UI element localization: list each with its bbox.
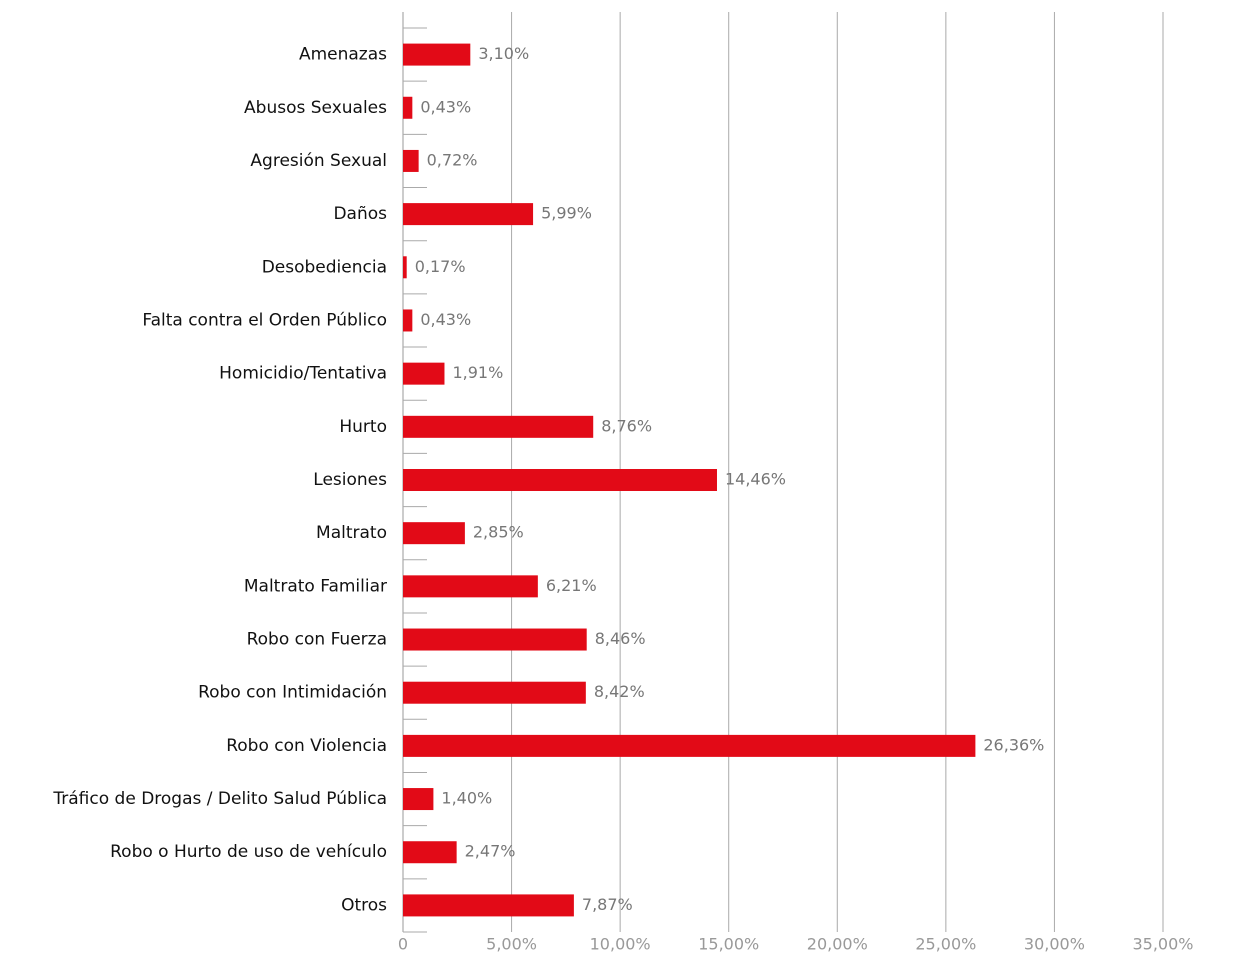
- bar: [403, 734, 976, 757]
- data-label: 0,43%: [420, 310, 471, 329]
- x-tick-label: 0: [398, 935, 408, 954]
- y-tick-label: Tráfico de Drogas / Delito Salud Pública: [52, 789, 387, 809]
- data-label: 1,91%: [452, 363, 503, 382]
- bar: [403, 256, 407, 279]
- bar: [403, 681, 586, 704]
- data-label: 26,36%: [983, 735, 1044, 754]
- bar: [403, 894, 574, 917]
- data-label: 5,99%: [541, 204, 592, 223]
- y-tick-label: Maltrato Familiar: [244, 576, 387, 596]
- data-label: 2,85%: [473, 523, 524, 542]
- data-label: 0,43%: [420, 97, 471, 116]
- data-label: 6,21%: [546, 576, 597, 595]
- bar: [403, 469, 717, 491]
- bar: [403, 149, 419, 172]
- y-tick-label: Otros: [341, 895, 387, 915]
- data-label: 14,46%: [725, 470, 786, 489]
- y-tick-label: Robo con Fuerza: [247, 630, 387, 650]
- bar: [403, 203, 534, 226]
- data-label: 3,10%: [478, 44, 529, 63]
- y-tick-label: Daños: [333, 204, 387, 224]
- bar: [403, 43, 471, 66]
- y-tick-label: Robo con Intimidación: [198, 683, 387, 703]
- y-tick-label: Falta contra el Orden Público: [142, 310, 387, 330]
- bar: [403, 96, 413, 119]
- data-label: 8,42%: [594, 682, 645, 701]
- x-tick-label: 25,00%: [915, 935, 976, 954]
- y-tick-label: Abusos Sexuales: [244, 98, 387, 118]
- y-tick-label: Robo o Hurto de uso de vehículo: [110, 842, 387, 862]
- data-label: 8,76%: [601, 416, 652, 435]
- y-tick-label: Hurto: [339, 417, 387, 437]
- bar: [403, 522, 465, 545]
- bar: [403, 415, 594, 438]
- y-tick-label: Homicidio/Tentativa: [219, 364, 387, 384]
- data-label: 8,46%: [595, 629, 646, 648]
- x-tick-label: 20,00%: [807, 935, 868, 954]
- data-label: 0,17%: [415, 257, 466, 276]
- bar: [403, 788, 434, 811]
- y-tick-label: Desobediencia: [262, 257, 387, 277]
- y-tick-label: Maltrato: [316, 523, 387, 543]
- y-tick-label: Agresión Sexual: [250, 151, 387, 171]
- x-tick-label: 5,00%: [486, 935, 537, 954]
- x-tick-label: 35,00%: [1132, 935, 1193, 954]
- bar: [403, 575, 538, 598]
- data-label: 2,47%: [465, 842, 516, 861]
- x-tick-label: 15,00%: [698, 935, 759, 954]
- bar: [403, 841, 457, 864]
- bar: [403, 309, 413, 332]
- data-label: 1,40%: [441, 789, 492, 808]
- x-tick-label: 10,00%: [590, 935, 651, 954]
- bar: [403, 362, 445, 385]
- y-tick-label: Lesiones: [313, 470, 387, 490]
- bar: [403, 628, 587, 651]
- x-tick-label: 30,00%: [1024, 935, 1085, 954]
- y-tick-label: Amenazas: [299, 45, 387, 65]
- y-tick-label: Robo con Violencia: [226, 736, 387, 756]
- data-label: 0,72%: [427, 150, 478, 169]
- data-label: 7,87%: [582, 895, 633, 914]
